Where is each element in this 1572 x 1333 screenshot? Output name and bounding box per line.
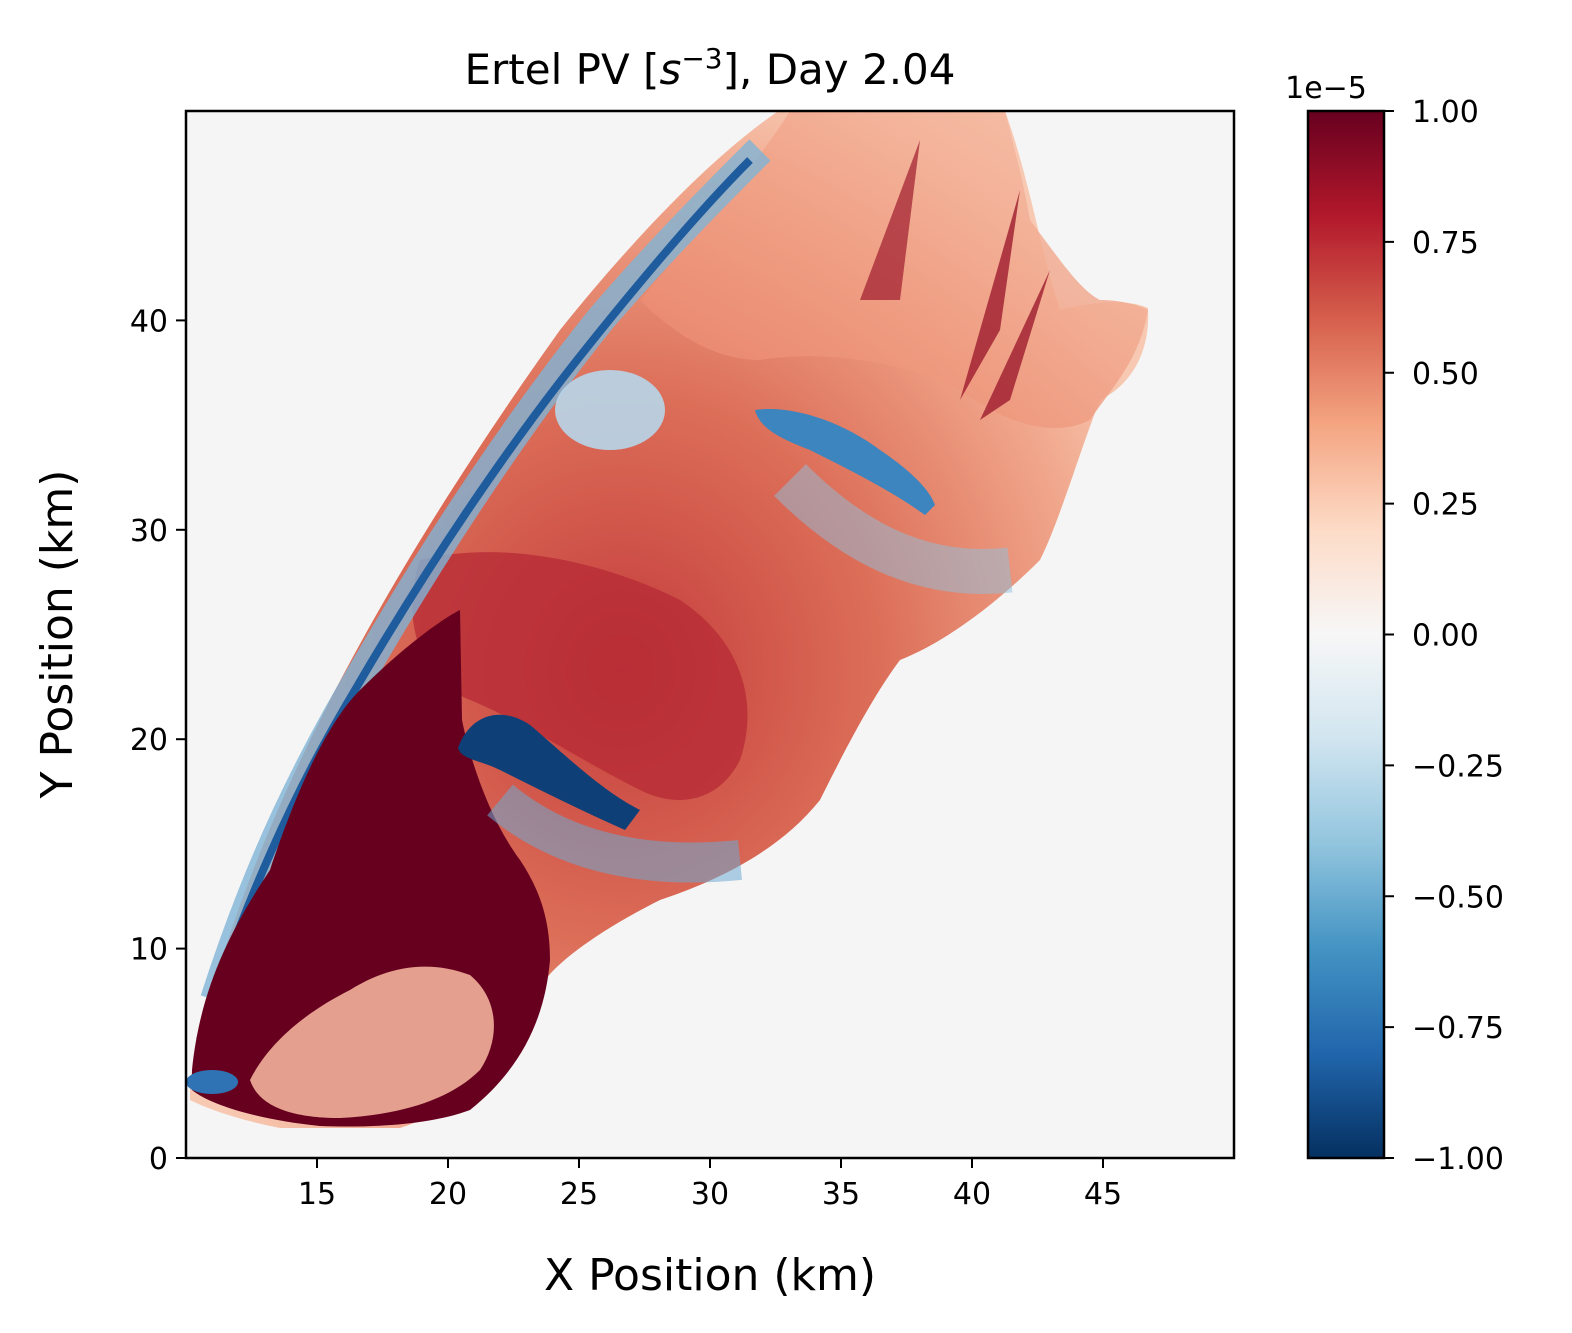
y-tick-label: 30 — [130, 514, 168, 549]
chart-title: Ertel PV [s−3], Day 2.04 — [465, 42, 956, 95]
colorbar-tick-label: 0.50 — [1412, 357, 1479, 392]
field-region-dark-spike-1 — [960, 190, 1020, 400]
field-region-negative-fringe-lower — [487, 784, 742, 883]
x-tick-label: 45 — [1084, 1177, 1122, 1212]
x-tick-label: 20 — [429, 1177, 467, 1212]
x-tick-label: 30 — [691, 1177, 729, 1212]
y-tick-label: 10 — [130, 933, 168, 968]
x-tick-label: 35 — [822, 1177, 860, 1212]
field-region-positive-max-band — [412, 552, 748, 800]
field-region-core-interior — [250, 966, 494, 1118]
colorbar-tick-label: 0.75 — [1412, 226, 1479, 261]
colorbar-tick-label: 0.25 — [1412, 488, 1479, 523]
colorbar — [1306, 109, 1386, 1160]
field-region-negative-filament-lower — [458, 714, 640, 830]
colorbar-offset-label: 1e−5 — [1285, 71, 1367, 106]
colorbar-tick-label: 0.00 — [1412, 619, 1479, 654]
x-tick-label: 15 — [298, 1177, 336, 1212]
colorbar-tick-label: −0.75 — [1412, 1011, 1504, 1046]
field-region-negative-patch — [555, 370, 665, 450]
pv-field — [186, 111, 1149, 1128]
colorbar-tick-label: 1.00 — [1412, 95, 1479, 130]
field-region-negative-fringe-upper — [774, 464, 1013, 594]
y-tick-label: 20 — [130, 723, 168, 758]
y-axis: 0 10 20 30 40 — [130, 304, 186, 1177]
y-tick-label: 40 — [130, 304, 168, 339]
field-region-lower-left-negative — [186, 1070, 238, 1094]
colorbar-ticks: 1.00 0.75 0.50 0.25 0.00 −0.25 −0.50 −0.75 −1.00 — [1384, 95, 1504, 1177]
field-region-dark-spike-2 — [980, 270, 1050, 420]
field-region-negative-filament-upper — [755, 409, 935, 515]
x-axis-label: X Position (km) — [544, 1250, 876, 1301]
field-region-dark-spike-3 — [860, 140, 920, 300]
field-region-negative-edge-line — [196, 157, 753, 1042]
colorbar-tick-label: −0.50 — [1412, 880, 1504, 915]
y-axis-label: Y Position (km) — [32, 470, 83, 800]
colorbar-tick-label: −0.25 — [1412, 749, 1504, 784]
x-axis: 15 20 25 30 35 40 45 — [298, 1158, 1122, 1212]
y-tick-label: 0 — [149, 1142, 168, 1177]
x-tick-label: 25 — [560, 1177, 598, 1212]
x-tick-label: 40 — [953, 1177, 991, 1212]
colorbar-tick-label: −1.00 — [1412, 1142, 1504, 1177]
